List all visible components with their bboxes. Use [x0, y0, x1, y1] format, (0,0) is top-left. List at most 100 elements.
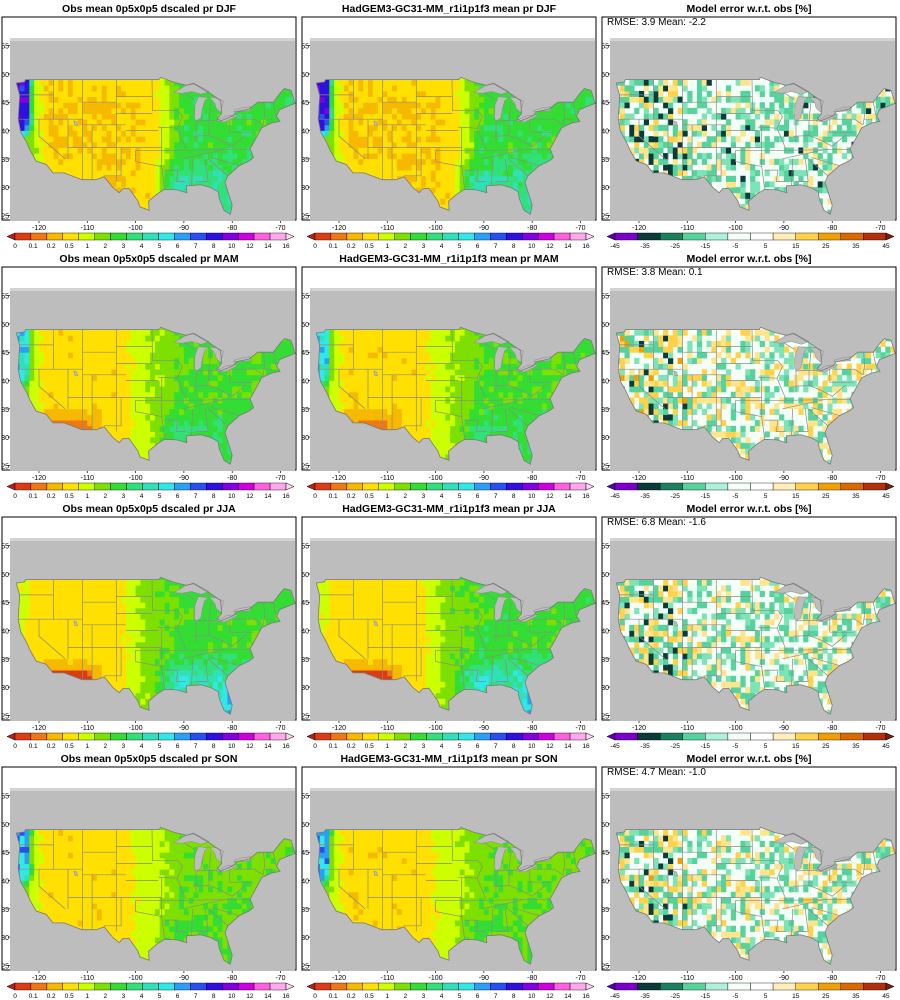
grid-cell — [29, 136, 35, 143]
grid-cell — [363, 107, 369, 114]
grid-cell — [793, 181, 799, 188]
grid-cell — [503, 119, 509, 126]
grid-cell — [445, 175, 451, 182]
grid-cell — [619, 130, 625, 137]
grid-cell — [401, 85, 407, 92]
grid-cell — [469, 96, 475, 103]
grid-cell — [387, 130, 393, 137]
grid-cell — [493, 164, 499, 171]
grid-cell — [53, 124, 59, 131]
colorbar-label: 14 — [264, 243, 272, 250]
grid-cell — [396, 113, 403, 120]
grid-cell — [517, 124, 523, 131]
grid-cell — [198, 170, 204, 177]
grid-cell — [629, 79, 635, 86]
grid-cell — [353, 113, 359, 120]
grid-cell — [566, 113, 572, 120]
grid-cell — [512, 141, 519, 148]
grid-cell — [508, 141, 514, 148]
grid-cell — [474, 153, 480, 160]
grid-cell — [198, 175, 204, 182]
grid-cell — [72, 136, 78, 143]
grid-cell — [275, 96, 281, 103]
grid-cell — [522, 187, 528, 194]
grid-cell — [368, 85, 374, 92]
lake — [833, 106, 851, 113]
grid-cell — [343, 136, 349, 143]
grid-cell — [77, 85, 83, 92]
grid-cell — [483, 158, 490, 165]
grid-cell — [629, 130, 635, 137]
grid-cell — [334, 124, 340, 131]
grid-cell — [377, 141, 383, 148]
grid-cell — [396, 158, 403, 165]
grid-cell — [425, 147, 432, 154]
colorbar-label: 1 — [85, 243, 89, 250]
grid-cell — [411, 164, 417, 171]
grid-cell — [372, 90, 378, 97]
grid-cell — [512, 175, 519, 182]
grid-cell — [24, 90, 30, 97]
grid-cell — [348, 113, 354, 120]
grid-cell — [140, 187, 146, 194]
grid-cell — [822, 164, 828, 171]
grid-cell — [68, 124, 74, 131]
grid-cell — [440, 119, 446, 126]
grid-cell — [39, 85, 45, 92]
grid-cell — [411, 181, 417, 188]
grid-cell — [222, 153, 228, 160]
grid-cell — [454, 141, 461, 148]
grid-cell — [329, 136, 335, 143]
grid-cell — [430, 96, 436, 103]
grid-cell — [82, 85, 88, 92]
colorbar-label: 3 — [122, 243, 126, 250]
grid-cell — [648, 136, 654, 143]
grid-cell — [145, 175, 151, 182]
grid-cell — [459, 130, 465, 137]
grid-cell — [358, 79, 364, 86]
grid-cell — [493, 141, 499, 148]
grid-cell — [363, 113, 369, 120]
grid-cell — [672, 136, 678, 143]
grid-cell — [164, 153, 170, 160]
grid-cell — [769, 85, 775, 92]
grid-cell — [358, 124, 364, 131]
grid-cell — [58, 119, 64, 126]
grid-cell — [716, 153, 722, 160]
grid-cell — [363, 119, 369, 126]
grid-cell — [324, 96, 330, 103]
grid-cell — [179, 113, 185, 120]
grid-cell — [735, 102, 741, 109]
grid-cell — [29, 147, 35, 154]
grid-cell — [348, 90, 354, 97]
grid-cell — [48, 158, 54, 165]
grid-cell — [634, 147, 640, 154]
grid-cell — [34, 102, 40, 109]
grid-cell — [82, 102, 88, 109]
grid-cell — [387, 147, 393, 154]
grid-cell — [106, 153, 112, 160]
grid-cell — [629, 147, 635, 154]
grid-cell — [39, 119, 45, 126]
grid-cell — [721, 107, 727, 114]
grid-cell — [353, 102, 359, 109]
grid-cell — [537, 158, 543, 165]
lat-tick-label: 25 — [301, 213, 309, 220]
grid-cell — [411, 79, 417, 86]
grid-cell — [150, 175, 156, 182]
grid-cell — [208, 158, 214, 165]
grid-cell — [551, 119, 557, 126]
grid-cell — [750, 192, 756, 199]
grid-cell — [875, 107, 881, 114]
grid-cell — [450, 136, 456, 143]
grid-cell — [63, 85, 69, 92]
grid-cell — [416, 124, 422, 131]
grid-cell — [740, 124, 746, 131]
grid-cell — [135, 85, 141, 92]
grid-cell — [479, 164, 485, 171]
grid-cell — [68, 147, 74, 154]
grid-cell — [58, 147, 64, 154]
grid-cell — [87, 170, 93, 177]
grid-cell — [430, 170, 436, 177]
grid-cell — [382, 85, 388, 92]
